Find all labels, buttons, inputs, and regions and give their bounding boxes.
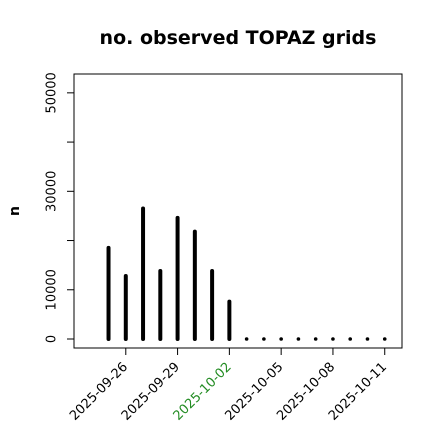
y-axis: 0 10000 30000 50000 <box>45 72 75 343</box>
x-axis: 2025-09-262025-09-292025-10-022025-10-05… <box>67 347 390 424</box>
zero-point <box>279 337 283 341</box>
zero-point <box>244 337 249 341</box>
y-tick-label: 10000 <box>45 269 60 310</box>
y-tick-label: 0 <box>45 335 60 343</box>
y-axis-label: n <box>7 206 23 216</box>
zero-point <box>296 337 301 341</box>
zero-point <box>348 337 353 341</box>
zero-point <box>331 337 335 341</box>
zero-point <box>365 337 370 341</box>
plot-frame <box>73 73 403 349</box>
y-tick-label: 30000 <box>45 171 60 212</box>
y-tick-label: 50000 <box>45 72 60 113</box>
zero-point <box>382 337 387 341</box>
chart-title: no. observed TOPAZ grids <box>100 27 377 49</box>
zero-point <box>262 337 266 341</box>
zero-point <box>313 337 318 341</box>
bars <box>106 206 387 341</box>
